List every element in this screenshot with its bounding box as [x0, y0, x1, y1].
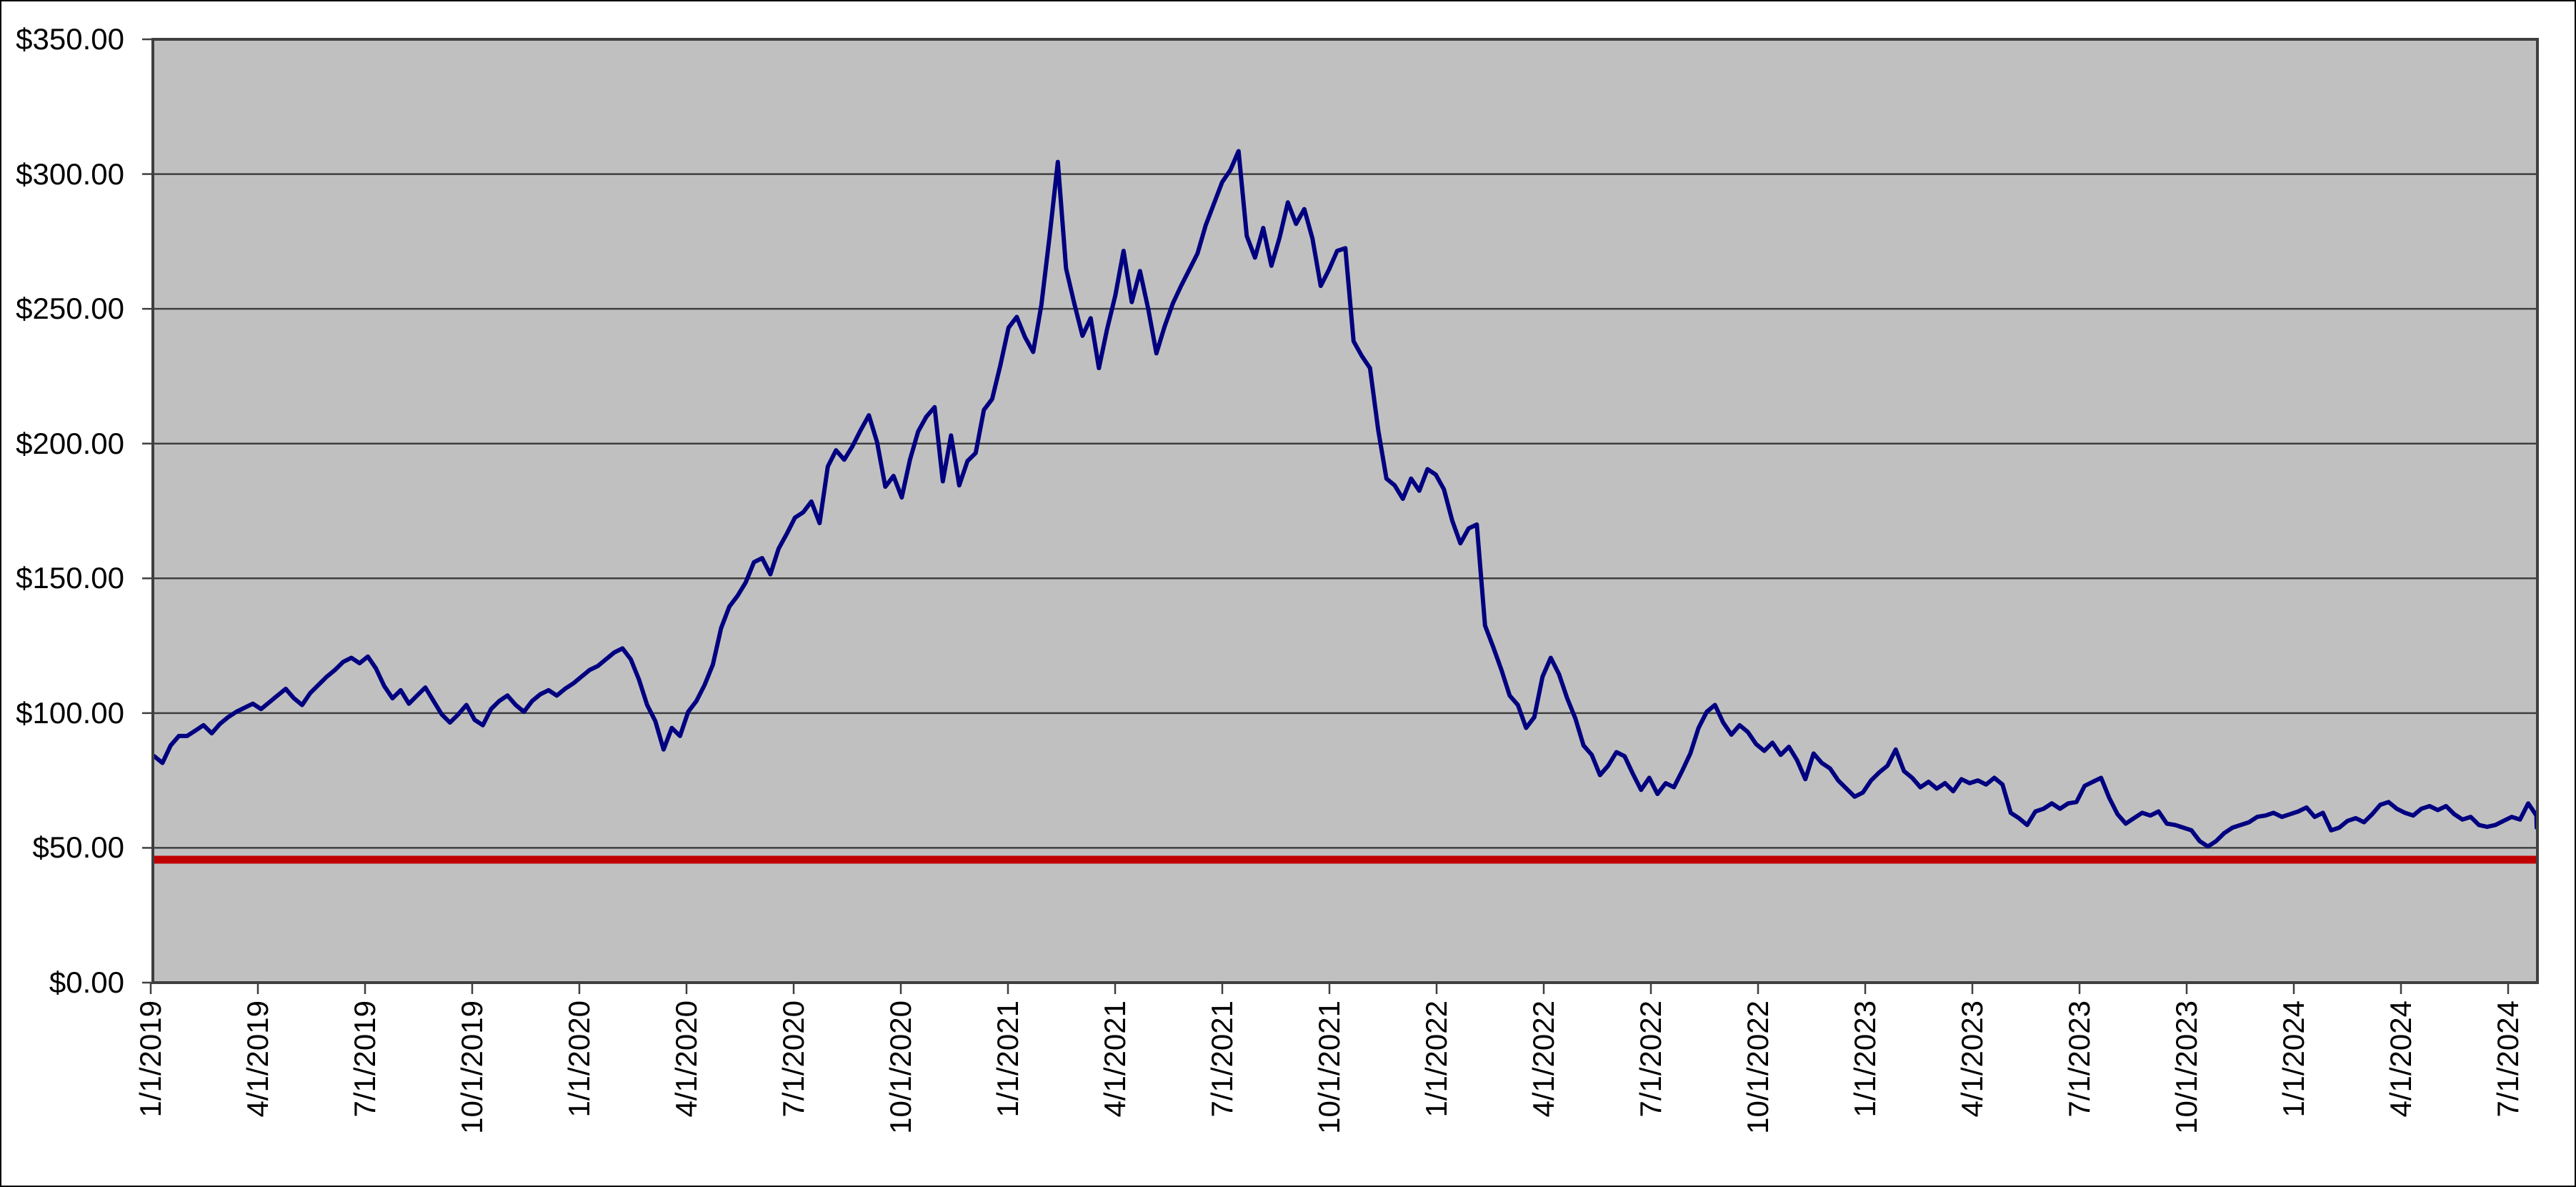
x-axis-tick-label: 10/1/2020 [884, 1000, 917, 1134]
x-axis-tick-label: 1/1/2024 [2277, 1000, 2310, 1118]
y-axis-tick-label: $150.00 [16, 561, 124, 595]
y-axis-tick-label: $50.00 [32, 830, 124, 865]
plot-background [153, 39, 2537, 983]
y-axis-tick-label: $0.00 [49, 965, 124, 999]
x-axis-tick-label: 7/1/2021 [1205, 1000, 1239, 1118]
x-axis-tick-label: 7/1/2020 [777, 1000, 810, 1118]
y-axis-tick-label: $200.00 [16, 426, 124, 460]
x-axis-tick-label: 1/1/2022 [1419, 1000, 1453, 1118]
x-axis-tick-label: 4/1/2023 [1955, 1000, 1989, 1118]
x-axis-tick-label: 4/1/2021 [1098, 1000, 1132, 1118]
x-axis-tick-label: 1/1/2021 [991, 1000, 1024, 1118]
x-axis-tick-label: 7/1/2023 [2062, 1000, 2096, 1118]
x-axis-tick-label: 4/1/2022 [1527, 1000, 1560, 1118]
x-axis-tick-label: 1/1/2019 [134, 1000, 167, 1118]
x-axis-tick-label: 10/1/2022 [1741, 1000, 1774, 1134]
x-axis-tick-label: 1/1/2023 [1848, 1000, 1882, 1118]
x-axis-tick-label: 7/1/2022 [1634, 1000, 1667, 1118]
x-axis-tick-label: 7/1/2024 [2491, 1000, 2525, 1118]
x-axis-tick-label: 10/1/2021 [1312, 1000, 1346, 1134]
x-axis-tick-label: 1/1/2020 [562, 1000, 596, 1118]
x-axis-tick-label: 10/1/2019 [455, 1000, 489, 1134]
y-axis-tick-label: $250.00 [16, 292, 124, 326]
y-axis-tick-label: $100.00 [16, 695, 124, 730]
plot-border [151, 38, 2539, 984]
price-line [151, 149, 2539, 849]
y-axis-tick-label: $300.00 [16, 157, 124, 191]
x-axis-tick-label: 10/1/2023 [2170, 1000, 2203, 1134]
x-axis-tick-label: 7/1/2019 [348, 1000, 381, 1118]
x-axis-tick-label: 4/1/2019 [241, 1000, 274, 1118]
x-axis-tick-label: 4/1/2024 [2384, 1000, 2417, 1118]
x-axis-tick-label: 4/1/2020 [669, 1000, 703, 1118]
y-axis-tick-label: $350.00 [16, 22, 124, 56]
